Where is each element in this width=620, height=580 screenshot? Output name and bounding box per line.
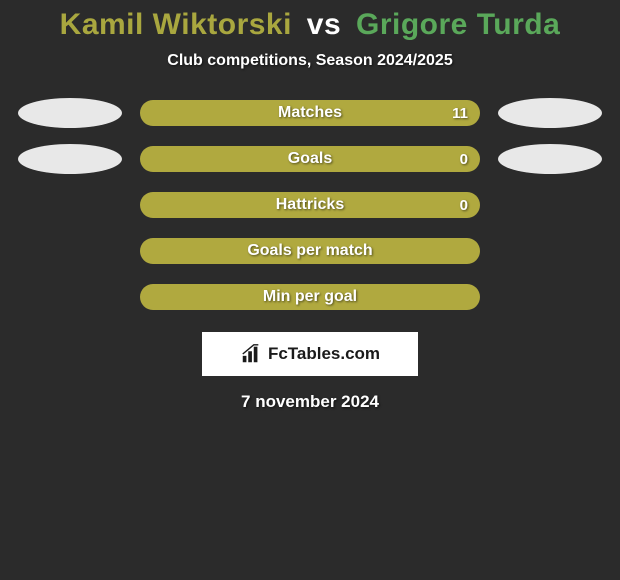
bar-chart-icon (240, 343, 262, 365)
stat-label: Hattricks (140, 196, 480, 214)
stat-label: Min per goal (140, 288, 480, 306)
right-value-bubble (498, 98, 602, 128)
stat-value: 0 (460, 197, 468, 214)
date-label: 7 november 2024 (241, 392, 379, 412)
subtitle: Club competitions, Season 2024/2025 (167, 52, 452, 70)
logo-text: FcTables.com (268, 344, 380, 364)
stat-row: Goals per match (0, 236, 620, 266)
stat-value: 0 (460, 151, 468, 168)
title-vs: vs (307, 8, 341, 41)
right-value-bubble (498, 144, 602, 174)
stat-row: Hattricks0 (0, 190, 620, 220)
left-value-bubble (18, 98, 122, 128)
title-player1: Kamil Wiktorski (60, 8, 292, 41)
bubble-placeholder (18, 236, 122, 266)
stat-label: Goals per match (140, 242, 480, 260)
stat-label: Goals (140, 150, 480, 168)
stat-row: Min per goal (0, 282, 620, 312)
page-title: Kamil Wiktorski vs Grigore Turda (60, 8, 561, 42)
stat-row: Matches11 (0, 98, 620, 128)
stat-bar: Matches11 (140, 100, 480, 126)
stat-label: Matches (140, 104, 480, 122)
bubble-placeholder (18, 282, 122, 312)
bubble-placeholder (18, 190, 122, 220)
left-value-bubble (18, 144, 122, 174)
stat-row: Goals0 (0, 144, 620, 174)
comparison-infographic: Kamil Wiktorski vs Grigore Turda Club co… (0, 0, 620, 412)
stat-bar: Hattricks0 (140, 192, 480, 218)
stat-bar: Goals0 (140, 146, 480, 172)
stat-bar: Min per goal (140, 284, 480, 310)
stats-rows: Matches11Goals0Hattricks0Goals per match… (0, 98, 620, 312)
logo-box: FcTables.com (202, 332, 418, 376)
bubble-placeholder (498, 236, 602, 266)
stat-bar: Goals per match (140, 238, 480, 264)
bubble-placeholder (498, 282, 602, 312)
stat-value: 11 (452, 105, 468, 122)
bubble-placeholder (498, 190, 602, 220)
title-player2: Grigore Turda (356, 8, 560, 41)
